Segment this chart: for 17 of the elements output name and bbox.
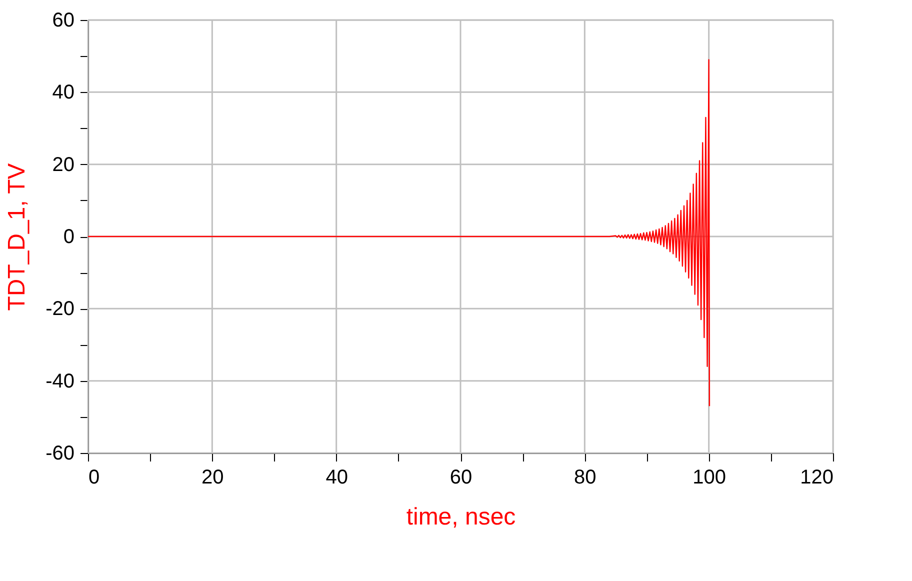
line-series	[88, 59, 710, 407]
x-tick-label: 0	[88, 466, 100, 488]
y-tick-label: 60	[52, 10, 74, 32]
y-tick-label: 20	[52, 154, 74, 176]
x-tick-label: 20	[202, 466, 224, 488]
y-axis-title: TDT_D_1, TV	[4, 163, 31, 311]
y-tick-label: -60	[46, 442, 74, 464]
x-tick-label: 60	[450, 466, 472, 488]
x-tick-label: 120	[800, 466, 834, 488]
x-axis-title: time, nsec	[406, 504, 516, 530]
y-tick-label: -20	[46, 298, 74, 320]
x-tick-label: 100	[692, 466, 726, 488]
y-tick-label: -40	[46, 370, 74, 392]
x-tick-label: 40	[326, 466, 348, 488]
y-tick-label: 40	[52, 82, 74, 104]
x-tick-label: 80	[574, 466, 596, 488]
y-tick-label: 0	[63, 226, 74, 248]
